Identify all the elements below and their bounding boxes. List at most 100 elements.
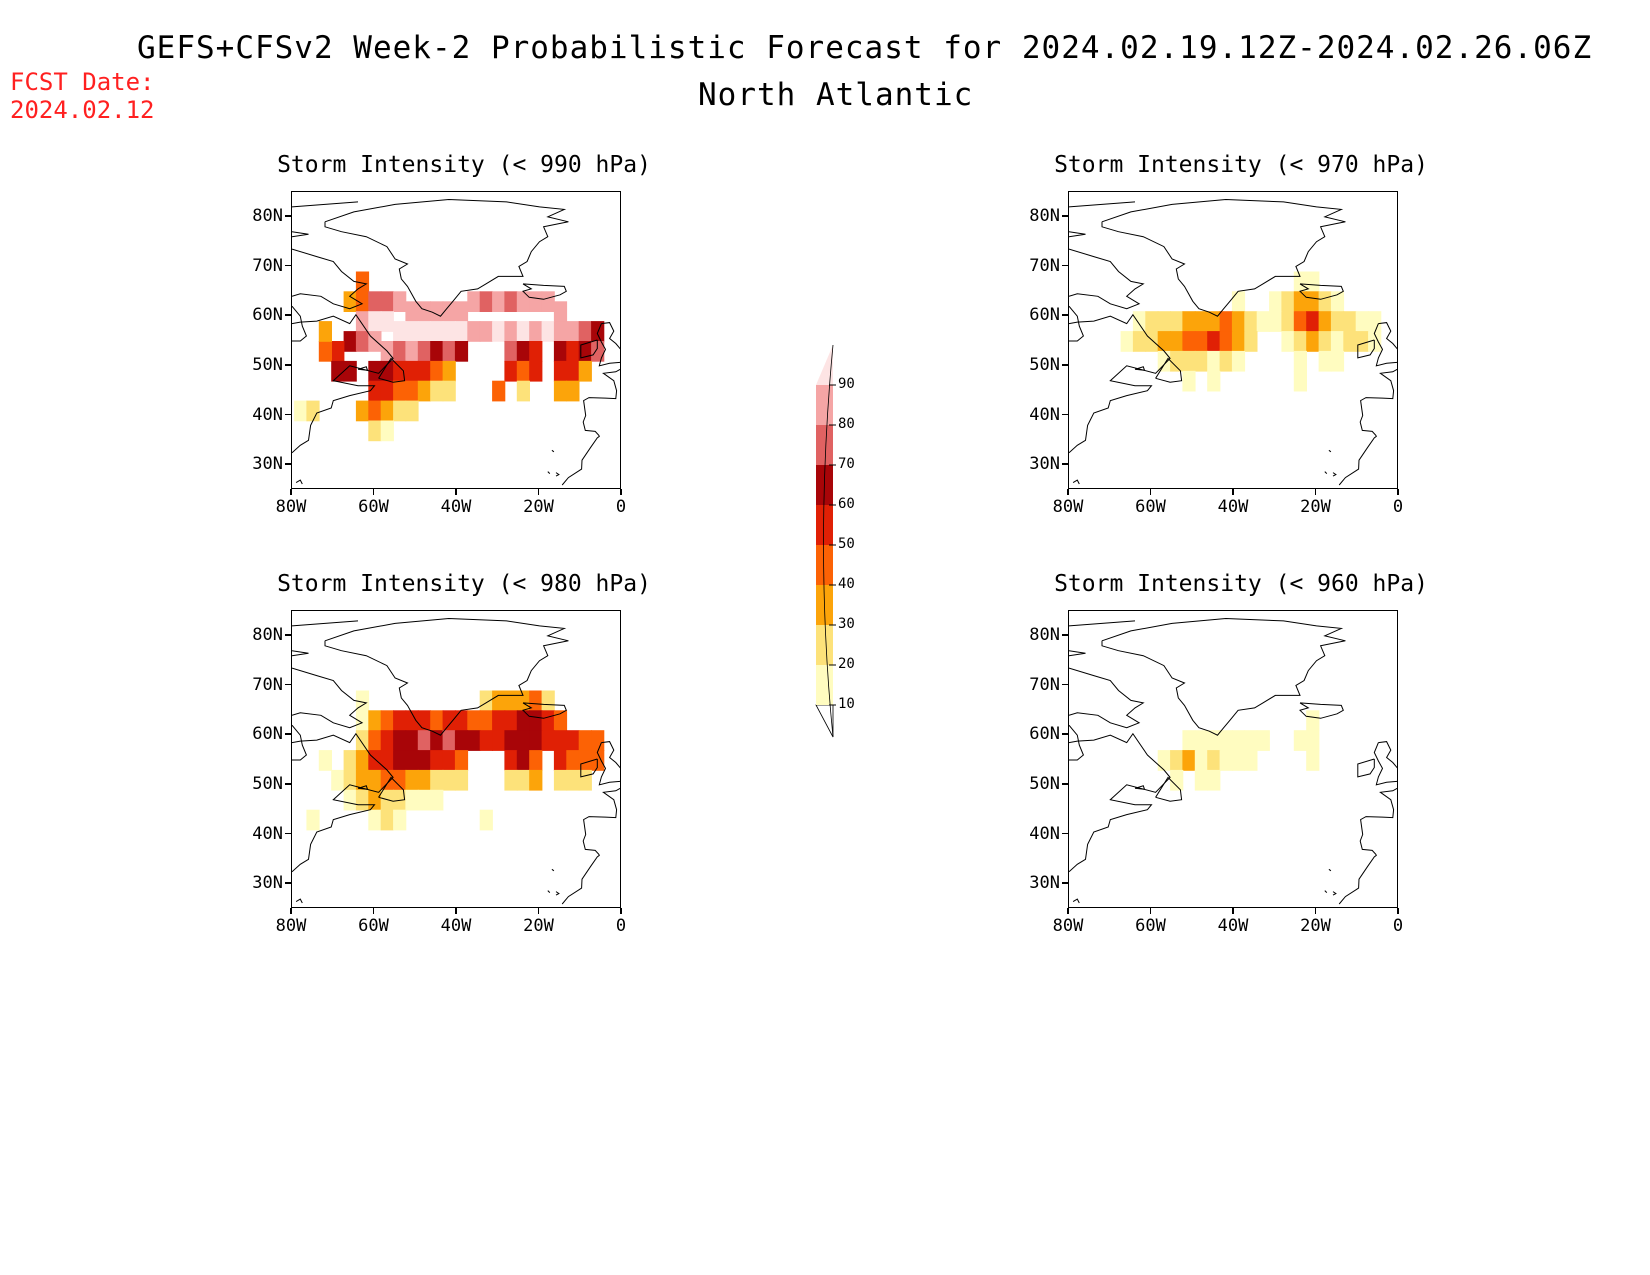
lon-tick bbox=[372, 489, 375, 495]
coastline bbox=[522, 283, 567, 300]
probability-cell bbox=[417, 750, 431, 771]
lon-label: 80W bbox=[1052, 916, 1084, 936]
map-frame bbox=[1068, 191, 1398, 489]
probability-cell bbox=[1293, 370, 1307, 392]
probability-cell bbox=[343, 360, 357, 382]
probability-cell bbox=[1157, 750, 1171, 771]
probability-cell bbox=[1145, 331, 1159, 352]
probability-cell bbox=[393, 321, 407, 342]
probability-cell bbox=[380, 291, 394, 312]
lon-tick bbox=[1397, 489, 1399, 495]
probability-cell bbox=[430, 341, 444, 362]
probability-cell bbox=[454, 321, 469, 342]
probability-cell bbox=[430, 321, 444, 342]
lat-label: 70N bbox=[1029, 255, 1060, 276]
probability-cell bbox=[430, 301, 444, 322]
probability-cell bbox=[1281, 291, 1295, 312]
lat-label: 60N bbox=[252, 305, 283, 326]
probability-cell bbox=[467, 730, 481, 751]
probability-cell bbox=[1219, 331, 1233, 352]
panel-title: Storm Intensity (< 960 hPa) bbox=[1054, 571, 1428, 597]
probability-cell bbox=[430, 710, 444, 731]
lat-label: 40N bbox=[252, 823, 283, 844]
probability-cell bbox=[368, 360, 382, 382]
lat-label: 70N bbox=[252, 674, 283, 695]
probability-cell bbox=[578, 360, 592, 382]
probability-cell bbox=[430, 380, 444, 402]
probability-cell bbox=[504, 750, 518, 771]
probability-cell bbox=[1157, 331, 1171, 352]
colorbar-end-high bbox=[816, 345, 833, 385]
probability-cell bbox=[529, 690, 543, 712]
probability-map bbox=[1069, 617, 1397, 905]
probability-cell bbox=[467, 291, 481, 312]
probability-cell bbox=[1269, 311, 1283, 332]
probability-colorbar: 10 20 30 40 50 60 70 80 90 bbox=[808, 335, 888, 740]
probability-cell bbox=[318, 341, 332, 362]
coastline bbox=[1299, 702, 1344, 719]
coastline bbox=[1332, 472, 1337, 477]
coastline bbox=[1332, 891, 1337, 896]
probability-cell bbox=[1231, 730, 1246, 751]
lon-tick bbox=[372, 908, 375, 914]
probability-cell bbox=[1293, 350, 1307, 372]
colorbar-label: 60 bbox=[838, 496, 855, 512]
probability-cell bbox=[430, 789, 444, 811]
colorbar-label: 20 bbox=[838, 656, 855, 672]
main-title: GEFS+CFSv2 Week-2 Probabilistic Forecast… bbox=[137, 30, 1593, 66]
probability-cell bbox=[442, 321, 456, 342]
probability-cell bbox=[417, 710, 431, 731]
lon-label: 20W bbox=[1300, 916, 1331, 936]
probability-cell bbox=[1330, 350, 1345, 372]
lon-label: 40W bbox=[440, 916, 472, 936]
map-panel-970: Storm Intensity (< 970 hPa) 80N 70N 60N 50N… bbox=[1021, 152, 1461, 552]
probability-cell bbox=[1157, 311, 1171, 332]
probability-cell bbox=[1170, 750, 1184, 771]
probability-cell bbox=[1355, 331, 1369, 352]
probability-cell bbox=[504, 291, 518, 312]
probability-cell bbox=[479, 730, 493, 751]
probability-cell bbox=[492, 321, 506, 342]
probability-cell bbox=[1194, 730, 1208, 751]
lat-tick bbox=[285, 783, 291, 785]
colorbar-edge bbox=[823, 344, 834, 738]
probability-cell bbox=[355, 769, 370, 791]
coastline bbox=[295, 479, 303, 485]
probability-cell bbox=[504, 341, 518, 362]
probability-cell bbox=[591, 341, 605, 362]
probability-cell bbox=[1194, 350, 1208, 372]
probability-cell bbox=[393, 291, 407, 312]
probability-cell bbox=[1170, 331, 1184, 352]
coastline bbox=[1338, 368, 1397, 486]
lat-label: 80N bbox=[1029, 205, 1060, 226]
probability-cell bbox=[454, 710, 469, 731]
probability-cell bbox=[566, 730, 580, 751]
coastline bbox=[357, 785, 369, 790]
colorbar-swatch bbox=[816, 505, 833, 545]
probability-cell bbox=[516, 769, 530, 791]
lat-tick bbox=[1062, 783, 1068, 785]
lon-tick bbox=[1232, 489, 1234, 495]
probability-cell bbox=[1182, 311, 1196, 332]
probability-cell bbox=[355, 750, 370, 771]
coastline bbox=[292, 248, 368, 310]
coastline bbox=[1357, 339, 1375, 359]
probability-cell bbox=[479, 291, 493, 312]
coastline bbox=[1134, 785, 1146, 790]
probability-cell bbox=[430, 750, 444, 771]
probability-cell bbox=[1194, 311, 1208, 332]
probability-cell bbox=[566, 380, 580, 402]
probability-cell bbox=[417, 360, 431, 382]
lat-tick bbox=[285, 264, 291, 267]
probability-cell bbox=[368, 730, 382, 751]
lat-label: 40N bbox=[1029, 404, 1060, 425]
coastline bbox=[1069, 620, 1136, 627]
coastline bbox=[1069, 231, 1086, 238]
probability-cell bbox=[405, 730, 419, 751]
probability-cell bbox=[405, 341, 419, 362]
probability-cell bbox=[1306, 331, 1320, 352]
probability-cell bbox=[504, 769, 518, 791]
lon-label: 20W bbox=[1300, 497, 1331, 517]
probability-cell bbox=[1244, 750, 1258, 771]
probability-cell bbox=[504, 360, 518, 382]
